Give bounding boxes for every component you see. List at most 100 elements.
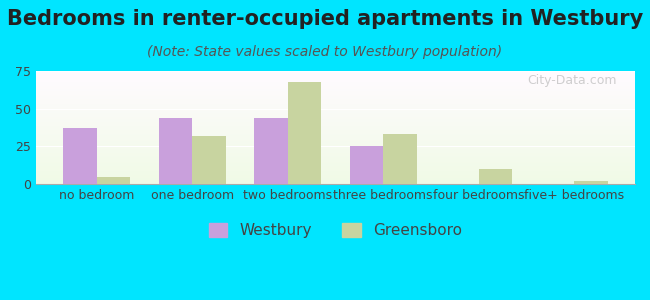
Bar: [159, 118, 192, 184]
Bar: [36, 77, 635, 78]
Bar: [36, 86, 635, 87]
Bar: [36, 84, 635, 85]
Bar: [36, 153, 635, 154]
Bar: [36, 171, 635, 172]
Bar: [36, 175, 635, 176]
Bar: [479, 169, 512, 184]
Bar: [36, 159, 635, 160]
Bar: [36, 111, 635, 112]
Bar: [36, 181, 635, 182]
Bar: [36, 166, 635, 167]
Bar: [36, 110, 635, 111]
Bar: [36, 131, 635, 132]
Bar: [36, 156, 635, 157]
Bar: [36, 152, 635, 153]
Bar: [36, 108, 635, 109]
Bar: [36, 106, 635, 107]
Bar: [36, 115, 635, 116]
Bar: [36, 96, 635, 97]
Bar: [36, 95, 635, 96]
Bar: [36, 129, 635, 130]
Bar: [36, 122, 635, 123]
Bar: [36, 79, 635, 80]
Bar: [36, 165, 635, 166]
Bar: [36, 140, 635, 141]
Bar: [36, 118, 635, 119]
Bar: [575, 181, 608, 184]
Bar: [36, 73, 635, 74]
Bar: [36, 183, 635, 184]
Bar: [36, 120, 635, 121]
Bar: [36, 142, 635, 143]
Bar: [36, 149, 635, 150]
Bar: [36, 81, 635, 82]
Bar: [36, 76, 635, 77]
Bar: [36, 85, 635, 86]
Bar: [36, 88, 635, 89]
Bar: [254, 118, 288, 184]
Legend: Westbury, Greensboro: Westbury, Greensboro: [203, 217, 468, 244]
Bar: [36, 83, 635, 84]
Bar: [36, 133, 635, 134]
Bar: [36, 114, 635, 115]
Bar: [36, 78, 635, 79]
Bar: [36, 100, 635, 101]
Bar: [36, 101, 635, 102]
Bar: [36, 75, 635, 76]
Bar: [36, 126, 635, 127]
Bar: [36, 173, 635, 174]
Bar: [97, 177, 130, 184]
Bar: [36, 123, 635, 124]
Bar: [36, 103, 635, 104]
Bar: [36, 157, 635, 158]
Bar: [36, 167, 635, 168]
Bar: [36, 163, 635, 164]
Bar: [36, 136, 635, 137]
Bar: [36, 180, 635, 181]
Bar: [36, 125, 635, 126]
Bar: [36, 132, 635, 133]
Bar: [36, 141, 635, 142]
Bar: [36, 130, 635, 131]
Bar: [36, 90, 635, 91]
Bar: [36, 87, 635, 88]
Bar: [36, 82, 635, 83]
Bar: [36, 92, 635, 93]
Bar: [36, 154, 635, 155]
Bar: [36, 119, 635, 120]
Bar: [36, 145, 635, 146]
Bar: [36, 93, 635, 94]
Bar: [36, 174, 635, 175]
Bar: [36, 179, 635, 180]
Bar: [36, 150, 635, 151]
Bar: [63, 128, 97, 184]
Bar: [36, 158, 635, 159]
Bar: [36, 147, 635, 148]
Bar: [36, 164, 635, 165]
Bar: [36, 94, 635, 95]
Bar: [36, 144, 635, 145]
Bar: [36, 135, 635, 136]
Bar: [36, 104, 635, 105]
Bar: [36, 97, 635, 98]
Bar: [36, 168, 635, 169]
Bar: [36, 127, 635, 128]
Bar: [36, 107, 635, 108]
Bar: [36, 71, 635, 72]
Bar: [36, 161, 635, 162]
Text: City-Data.com: City-Data.com: [528, 74, 617, 87]
Bar: [36, 74, 635, 75]
Bar: [36, 170, 635, 171]
Bar: [36, 177, 635, 178]
Bar: [36, 143, 635, 144]
Bar: [36, 117, 635, 118]
Bar: [36, 146, 635, 147]
Bar: [384, 134, 417, 184]
Bar: [36, 98, 635, 99]
Bar: [36, 134, 635, 135]
Bar: [36, 162, 635, 163]
Bar: [36, 80, 635, 81]
Text: Bedrooms in renter-occupied apartments in Westbury: Bedrooms in renter-occupied apartments i…: [7, 9, 643, 29]
Bar: [36, 148, 635, 149]
Bar: [36, 176, 635, 177]
